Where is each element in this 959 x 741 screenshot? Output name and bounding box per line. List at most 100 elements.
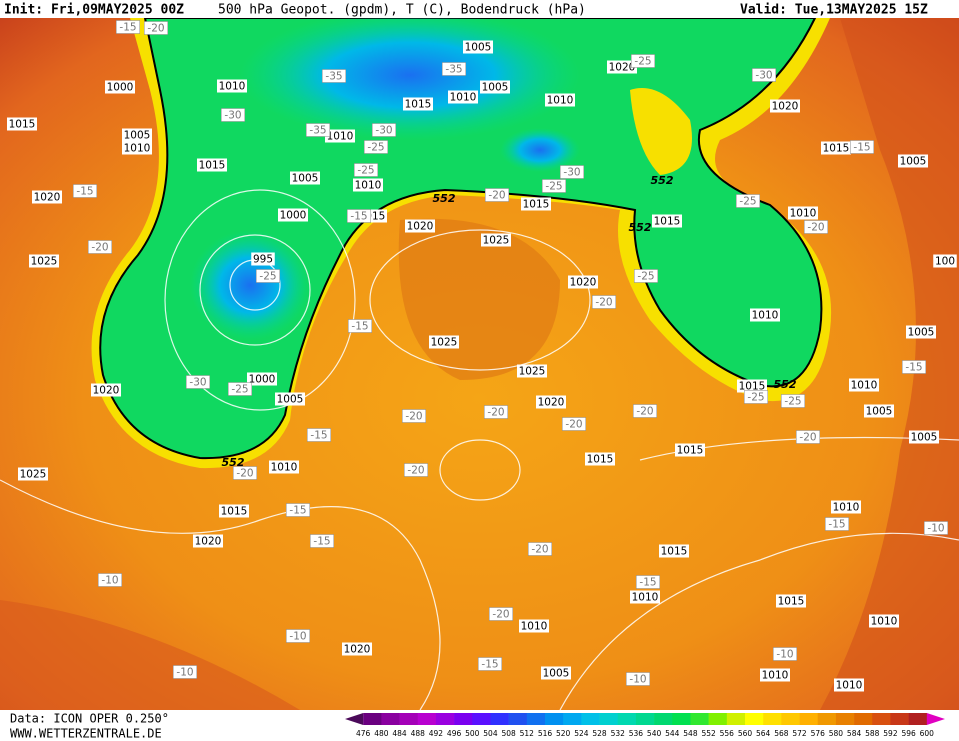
temperature-label: -25 xyxy=(739,196,756,208)
pressure-label-box xyxy=(652,214,682,228)
colorbar-label: 596 xyxy=(901,729,916,738)
temperature-label-box xyxy=(307,428,331,442)
colorbar-swatch xyxy=(545,713,564,725)
colorbar-swatch xyxy=(817,713,837,725)
pressure-label-box xyxy=(481,233,511,247)
pressure-label: 1005 xyxy=(482,82,509,94)
colorbar-label: 532 xyxy=(611,729,626,738)
pressure-label-box xyxy=(91,383,121,397)
temperature-label: -20 xyxy=(492,609,509,621)
cold-core xyxy=(190,230,310,340)
pressure-label-box xyxy=(342,642,372,656)
temperature-label: -20 xyxy=(636,406,653,418)
temperature-label: -20 xyxy=(531,544,548,556)
colorbar-swatch xyxy=(835,713,855,725)
pressure-label: 1005 xyxy=(465,42,492,54)
colorbar-swatch xyxy=(799,713,819,725)
colorbar-swatch xyxy=(526,713,546,725)
pressure-label-box xyxy=(521,197,551,211)
cold-core xyxy=(500,128,580,172)
isobar xyxy=(439,439,521,501)
temperature-label-box xyxy=(354,163,378,177)
temperature-label-box xyxy=(825,517,849,531)
pressure-label-box xyxy=(353,178,383,192)
isobar xyxy=(559,532,959,711)
colorbar-label: 584 xyxy=(847,729,862,738)
colorbar-swatch xyxy=(599,713,619,725)
temperature-label: -15 xyxy=(313,536,330,548)
colorbar-label: 556 xyxy=(720,729,735,738)
pressure-label: 1000 xyxy=(249,374,276,386)
temperature-label-box xyxy=(528,542,552,556)
temperature-label: -15 xyxy=(289,505,306,517)
pressure-label-box xyxy=(32,190,62,204)
temperature-label-box xyxy=(306,123,330,137)
pressure-label: 1000 xyxy=(107,82,134,94)
pressure-label-box xyxy=(760,668,790,682)
pressure-label-box xyxy=(864,404,894,418)
temperature-label: -20 xyxy=(487,407,504,419)
pressure-label: 1025 xyxy=(31,256,58,268)
pressure-label: 1025 xyxy=(20,469,47,481)
temperature-label: -20 xyxy=(799,432,816,444)
temperature-label: -15 xyxy=(905,362,922,374)
temperature-label-box xyxy=(633,404,657,418)
temperature-label: -30 xyxy=(375,125,392,137)
colorbar-swatch xyxy=(454,713,473,725)
temperature-label-box xyxy=(116,20,140,34)
colorbar-label: 480 xyxy=(374,729,389,738)
temperature-label: -30 xyxy=(563,167,580,179)
pressure-label: 1010 xyxy=(632,592,659,604)
map-area xyxy=(0,10,959,711)
colorbar-swatch xyxy=(417,713,437,725)
pressure-label-box xyxy=(788,206,818,220)
temperature-label-box xyxy=(752,68,776,82)
pressure-label-box xyxy=(18,467,48,481)
pressure-label: 1015 xyxy=(739,381,766,393)
temperature-label-box xyxy=(736,194,760,208)
pressure-label: 1010 xyxy=(521,621,548,633)
colorbar-swatch xyxy=(399,713,419,725)
pressure-label: 1010 xyxy=(762,670,789,682)
temperature-label-box xyxy=(626,672,650,686)
colorbar-swatch xyxy=(654,713,673,725)
pressure-label-box xyxy=(217,79,247,93)
colorbar-label: 476 xyxy=(356,729,371,738)
temperature-label: -25 xyxy=(784,396,801,408)
pressure-label: 1020 xyxy=(195,536,222,548)
colorbar-swatch xyxy=(472,713,491,725)
yellow-pocket xyxy=(630,88,692,175)
isobar xyxy=(639,436,959,461)
warm-region xyxy=(820,18,959,710)
pressure-label-box xyxy=(776,594,806,608)
pressure-label-box xyxy=(630,590,660,604)
temperature-label-box xyxy=(804,220,828,234)
pressure-label: 1025 xyxy=(483,235,510,247)
temperature-label-box xyxy=(631,54,655,68)
colorbar-label: 576 xyxy=(811,729,826,738)
temperature-label: -25 xyxy=(357,165,374,177)
temperature-label-box xyxy=(542,179,566,193)
temperature-label: -25 xyxy=(545,181,562,193)
temperature-label-box xyxy=(173,665,197,679)
website: WWW.WETTERZENTRALE.DE xyxy=(10,727,162,741)
pressure-label: 1015 xyxy=(654,216,681,228)
temperature-label: -25 xyxy=(637,271,654,283)
temperature-label: -10 xyxy=(629,674,646,686)
pressure-label: 1020 xyxy=(538,397,565,409)
pressure-label-box xyxy=(29,254,59,268)
pressure-label: 1010 xyxy=(833,502,860,514)
temperature-label-box xyxy=(634,269,658,283)
colorbar-label: 600 xyxy=(920,729,935,738)
temperature-label: -10 xyxy=(927,523,944,535)
pressure-label: 1010 xyxy=(836,680,863,692)
pressure-label-box xyxy=(898,154,928,168)
pressure-label: 1010 xyxy=(124,143,151,155)
temperature-label: -25 xyxy=(634,56,651,68)
temperature-label: -25 xyxy=(259,271,276,283)
colorbar-label: 524 xyxy=(574,729,589,738)
temperature-label: -25 xyxy=(367,142,384,154)
pressure-label: 1010 xyxy=(327,131,354,143)
temperature-label: -20 xyxy=(807,222,824,234)
temperature-label-box xyxy=(484,405,508,419)
